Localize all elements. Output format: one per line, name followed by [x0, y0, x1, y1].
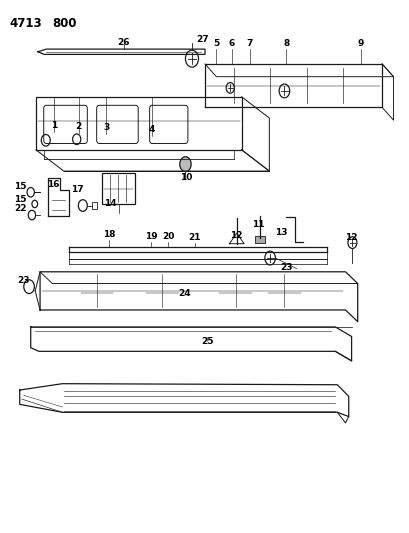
Text: 17: 17 — [71, 184, 83, 193]
Text: 12: 12 — [344, 233, 356, 242]
Text: 22: 22 — [14, 204, 27, 213]
Text: 16: 16 — [47, 180, 60, 189]
Bar — [92, 203, 97, 209]
Text: 27: 27 — [196, 35, 209, 44]
Circle shape — [179, 157, 191, 172]
Text: 6: 6 — [228, 39, 234, 49]
Text: 4: 4 — [148, 125, 155, 134]
Text: 13: 13 — [274, 228, 287, 237]
Text: 14: 14 — [104, 199, 117, 208]
Bar — [102, 173, 135, 204]
Text: 2: 2 — [75, 122, 82, 131]
Text: 3: 3 — [103, 123, 109, 132]
Text: 15: 15 — [14, 182, 27, 191]
Text: 7: 7 — [246, 39, 252, 49]
Text: 18: 18 — [103, 230, 115, 239]
Text: 4713: 4713 — [9, 17, 42, 30]
Text: 10: 10 — [179, 173, 191, 182]
Text: 25: 25 — [200, 337, 213, 346]
Text: 8: 8 — [283, 39, 289, 49]
Text: 19: 19 — [144, 232, 157, 241]
Text: 20: 20 — [162, 232, 174, 241]
Text: 11: 11 — [251, 220, 263, 229]
Text: 26: 26 — [117, 38, 130, 47]
Text: 1: 1 — [51, 121, 57, 130]
Text: 23: 23 — [279, 263, 292, 272]
Text: 12: 12 — [230, 231, 243, 240]
Text: 9: 9 — [357, 39, 363, 49]
Text: 24: 24 — [178, 288, 191, 297]
Text: 5: 5 — [212, 39, 218, 49]
Text: 800: 800 — [52, 17, 76, 30]
Text: 15: 15 — [14, 195, 27, 204]
Text: 21: 21 — [188, 233, 200, 243]
Text: 23: 23 — [18, 276, 30, 285]
Bar — [254, 236, 264, 243]
